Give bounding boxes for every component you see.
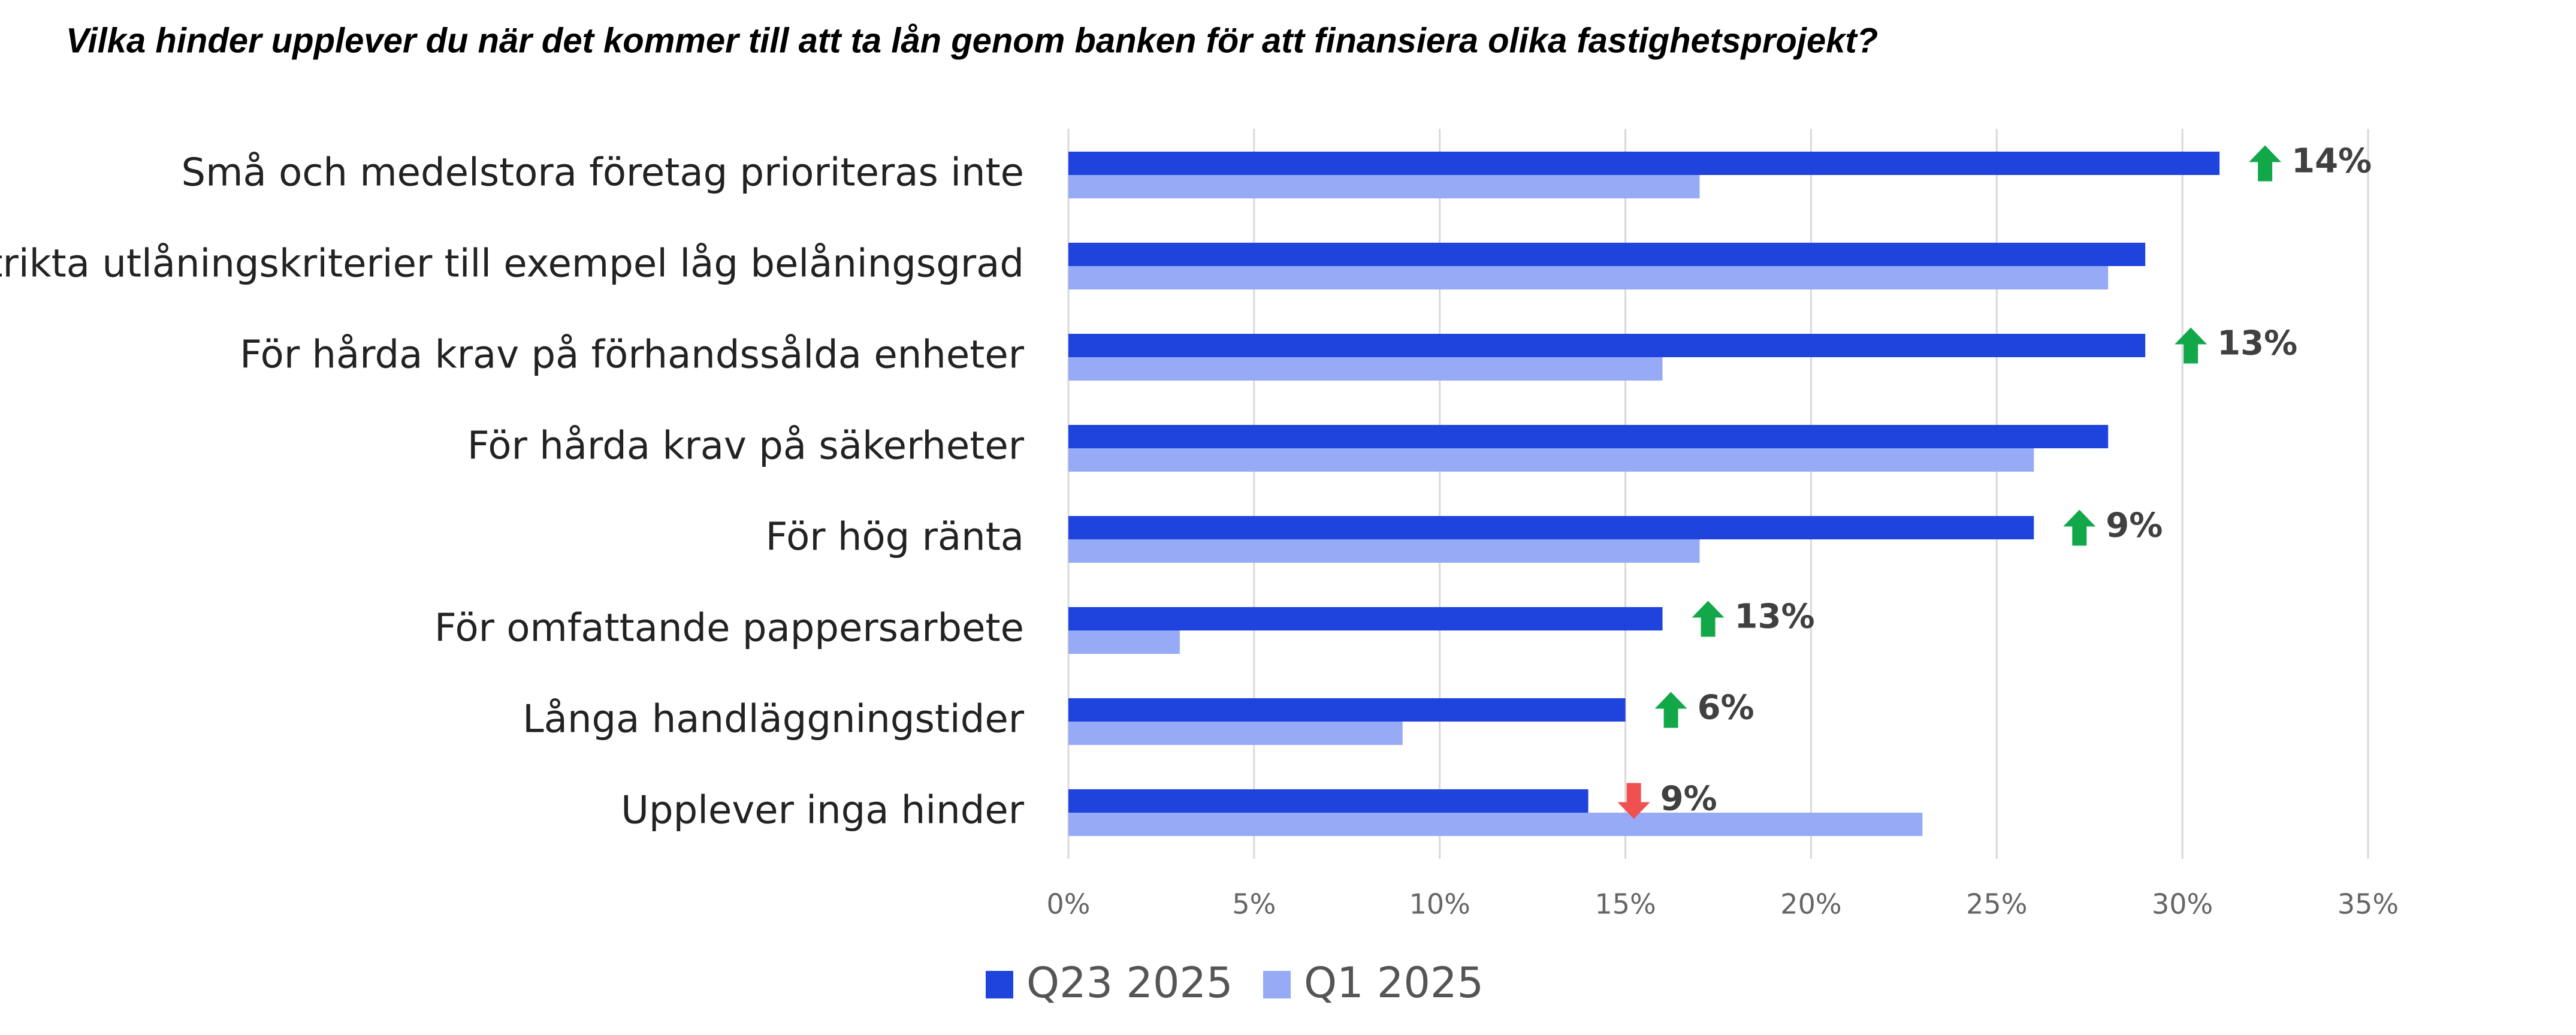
legend-swatch bbox=[1263, 971, 1291, 998]
bar bbox=[1068, 266, 2109, 289]
bar bbox=[1068, 152, 2220, 175]
category-label: Upplever inga hinder bbox=[621, 789, 1025, 833]
bar bbox=[1068, 357, 1663, 381]
change-label: 9% bbox=[2106, 506, 2163, 545]
x-tick-label: 35% bbox=[2338, 888, 2399, 921]
legend-label: Q1 2025 bbox=[1304, 958, 1484, 1007]
change-label: 9% bbox=[1660, 780, 1717, 819]
bar bbox=[1068, 334, 2146, 357]
x-tick-label: 0% bbox=[1047, 888, 1091, 921]
bar bbox=[1068, 630, 1180, 654]
bar bbox=[1068, 539, 1700, 563]
category-label: För hög ränta bbox=[766, 515, 1024, 560]
legend-label: Q23 2025 bbox=[1026, 958, 1233, 1007]
legend-swatch bbox=[986, 971, 1013, 998]
change-label: 6% bbox=[1698, 689, 1754, 728]
bar bbox=[1068, 698, 1626, 722]
bar bbox=[1068, 789, 1589, 813]
x-tick-label: 20% bbox=[1780, 888, 1841, 921]
x-tick-label: 5% bbox=[1232, 888, 1276, 921]
category-label: Små och medelstora företag prioriteras i… bbox=[182, 151, 1024, 195]
chart-title: Vilka hinder upplever du när det kommer … bbox=[66, 21, 1878, 60]
category-label: För omfattande pappersarbete bbox=[434, 606, 1024, 651]
bar bbox=[1068, 425, 2109, 448]
change-label: 13% bbox=[2217, 324, 2297, 363]
category-label: För hårda krav på förhandssålda enheter bbox=[240, 333, 1025, 378]
change-arrow bbox=[2175, 327, 2207, 364]
change-label: 13% bbox=[1735, 598, 1815, 636]
bar bbox=[1068, 722, 1403, 745]
x-tick-label: 25% bbox=[1966, 888, 2027, 921]
category-label: För hårda krav på säkerheter bbox=[467, 424, 1025, 469]
bar bbox=[1068, 448, 2034, 472]
x-tick-label: 15% bbox=[1594, 888, 1656, 921]
change-arrow bbox=[1692, 601, 1725, 637]
bar bbox=[1068, 813, 1923, 836]
bar bbox=[1068, 175, 1700, 198]
change-arrow bbox=[1654, 692, 1687, 728]
change-arrow bbox=[2063, 509, 2096, 546]
change-arrow bbox=[1617, 783, 1650, 819]
bar bbox=[1068, 516, 2034, 539]
x-tick-label: 10% bbox=[1409, 888, 1470, 921]
change-label: 14% bbox=[2291, 142, 2372, 181]
bar bbox=[1068, 243, 2146, 266]
category-label: Långa handläggningstider bbox=[523, 698, 1025, 742]
bar bbox=[1068, 607, 1663, 630]
category-label: Strikta utlåningskriterier till exempel … bbox=[0, 242, 1024, 286]
x-tick-label: 30% bbox=[2152, 888, 2213, 921]
change-arrow bbox=[2249, 145, 2282, 182]
